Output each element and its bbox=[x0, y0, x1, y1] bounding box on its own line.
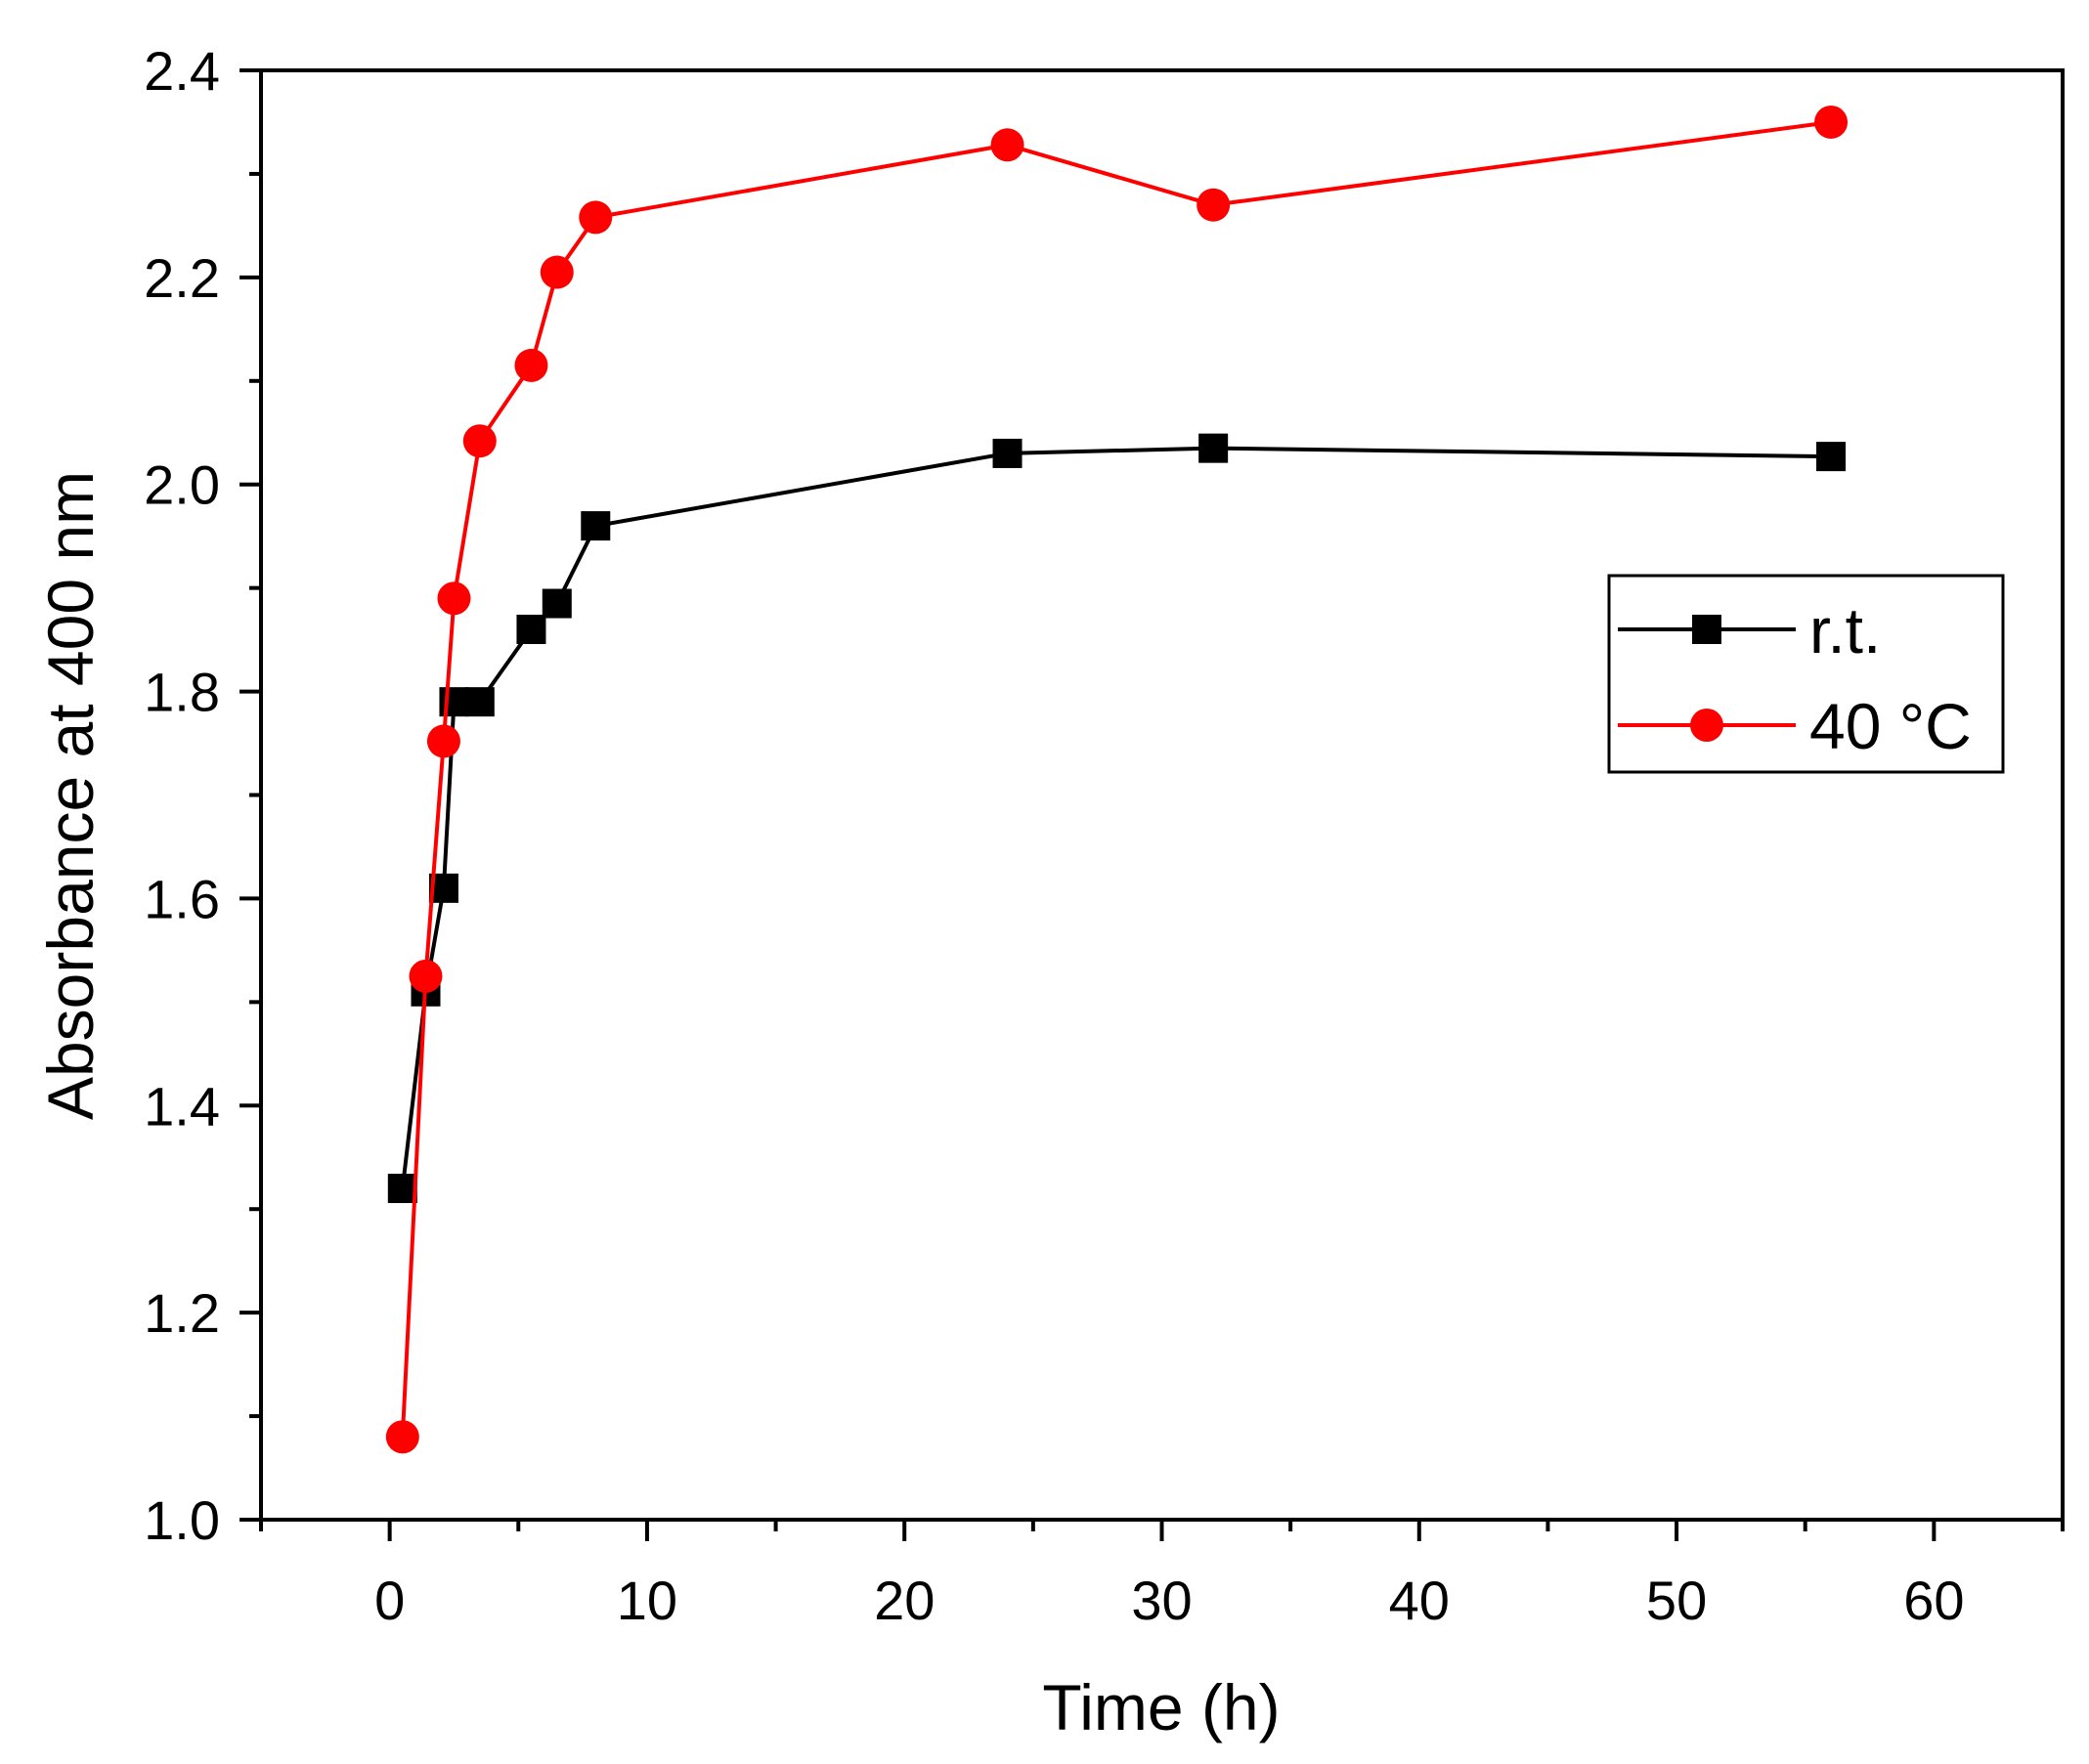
x-tick-label: 60 bbox=[1903, 1570, 1964, 1631]
series-1-point bbox=[409, 959, 443, 993]
series-0-point bbox=[1816, 442, 1847, 472]
x-tick-label: 0 bbox=[374, 1570, 405, 1631]
series-layer bbox=[385, 105, 1849, 1454]
series-0-point bbox=[516, 615, 546, 645]
x-tick-label: 30 bbox=[1131, 1570, 1192, 1631]
series-1-point bbox=[426, 724, 460, 758]
y-tick-label: 2.2 bbox=[144, 247, 220, 309]
series-line-1 bbox=[400, 120, 1832, 1438]
x-tick-label: 50 bbox=[1646, 1570, 1707, 1631]
series-1-point bbox=[514, 348, 548, 382]
series-0-point bbox=[439, 687, 469, 717]
legend-items: r.t. 40 °C bbox=[1618, 594, 1972, 762]
x-tick-label: 20 bbox=[874, 1570, 935, 1631]
y-axis-title: Absorbance at 400 nm bbox=[34, 471, 107, 1120]
y-tick-label: 1.6 bbox=[144, 868, 220, 929]
series-1-point bbox=[990, 128, 1024, 162]
series-0-point bbox=[581, 511, 611, 541]
x-tick-label: 40 bbox=[1389, 1570, 1450, 1631]
series-0-point bbox=[542, 588, 572, 619]
x-axis-title: Time (h) bbox=[1042, 1671, 1280, 1743]
y-tick-label: 1.8 bbox=[144, 662, 220, 723]
legend-box bbox=[1607, 574, 2005, 774]
series-line-0 bbox=[400, 446, 1832, 1189]
legend-marker-1 bbox=[1690, 709, 1723, 742]
series-1-point bbox=[1814, 105, 1849, 139]
legend-label-0: r.t. bbox=[1809, 594, 1881, 667]
series-1-point bbox=[540, 255, 574, 289]
series-0-point bbox=[387, 1174, 417, 1204]
y-tick-label: 2.0 bbox=[144, 454, 220, 516]
legend: r.t. 40 °C bbox=[1607, 574, 2005, 774]
y-tick-label: 1.2 bbox=[144, 1282, 220, 1344]
y-tick-label: 2.4 bbox=[144, 40, 220, 102]
series-0-point bbox=[464, 687, 495, 717]
series-1-point bbox=[437, 581, 471, 616]
series-0-point bbox=[992, 438, 1023, 468]
plot-frame bbox=[259, 68, 2065, 1522]
legend-marker-0 bbox=[1692, 615, 1721, 644]
legend-label-1: 40 °C bbox=[1809, 690, 1972, 762]
y-tick-label: 1.0 bbox=[144, 1489, 220, 1551]
ticks-layer: 0 10 20 30 40 50 60 1.0 1.2 1.4 1.6 1.8 2.0 2.2 2.4 bbox=[144, 40, 2065, 1631]
series-1-point bbox=[1197, 188, 1231, 222]
x-tick-label: 10 bbox=[617, 1570, 677, 1631]
series-1-point bbox=[462, 424, 497, 458]
series-1-point bbox=[579, 200, 613, 235]
series-1-point bbox=[385, 1420, 419, 1454]
y-tick-label: 1.4 bbox=[144, 1075, 220, 1137]
series-0-point bbox=[1198, 433, 1229, 463]
